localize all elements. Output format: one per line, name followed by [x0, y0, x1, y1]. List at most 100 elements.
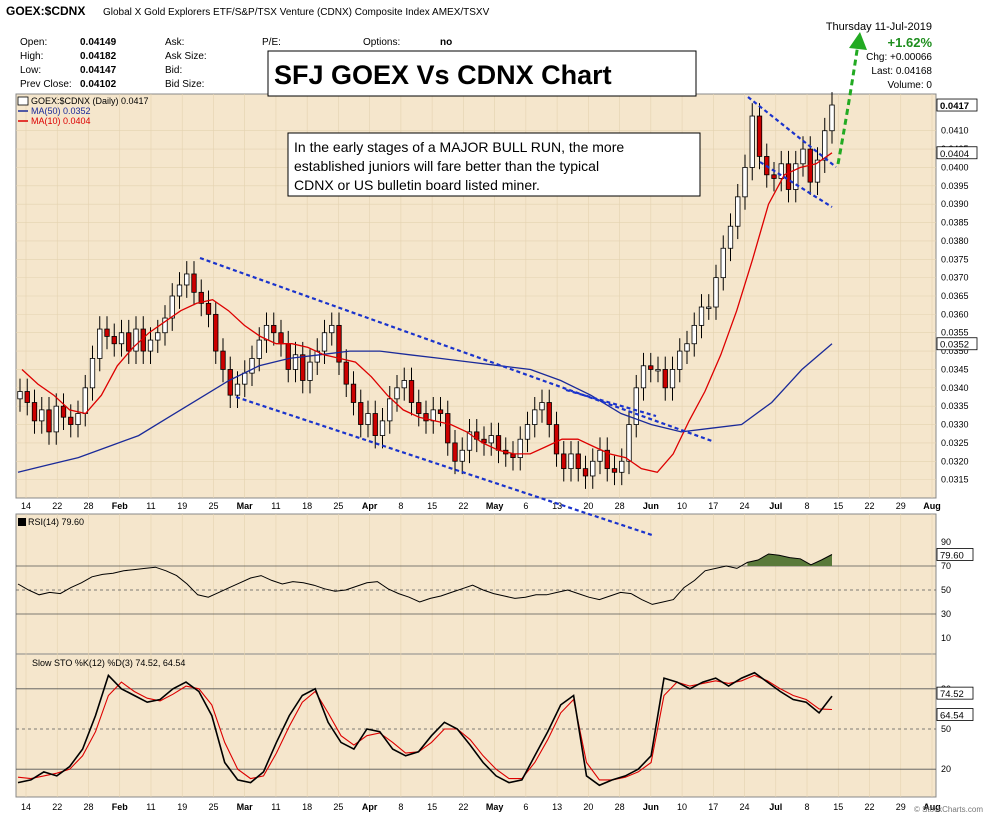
x-tick-label-top: 15 [833, 501, 843, 511]
callout-note-line-1: In the early stages of a MAJOR BULL RUN,… [294, 139, 624, 155]
candle-body [249, 358, 255, 374]
ma50-line [17, 343, 833, 473]
rsi-panel [15, 513, 937, 655]
rsi-y-tick: 70 [941, 561, 951, 571]
candle-body [568, 453, 574, 470]
breakout-arrow [836, 43, 860, 165]
candle-body [778, 163, 784, 179]
price-y-tick: 0.0370 [941, 273, 969, 283]
legend-ma50: MA(50) 0.0352 [31, 106, 91, 116]
price-tag-box [936, 146, 978, 160]
candle-body [307, 361, 313, 381]
rsi-tag-label: 79.60 [940, 550, 964, 561]
candle-body [829, 104, 835, 132]
candle-body [329, 324, 335, 334]
rsi-line [17, 553, 833, 605]
candle-body [205, 302, 212, 315]
candle-body [495, 435, 502, 451]
candle-body [793, 163, 799, 190]
candle-body [626, 424, 632, 462]
x-tick-label-top: Apr [362, 501, 378, 511]
candle-body [75, 413, 81, 425]
x-tick-label-bottom: Jul [769, 802, 782, 812]
sto-tag-label: 74.52 [940, 689, 964, 700]
candle-body [640, 365, 647, 389]
price-y-tick: 0.0320 [941, 456, 969, 466]
price-y-tick: 0.0380 [941, 236, 969, 246]
candle-body [727, 225, 734, 249]
trendline [759, 161, 833, 208]
sto-k-line [17, 671, 833, 787]
price-y-tick: 0.0395 [941, 181, 969, 191]
candle-body [756, 115, 763, 157]
candle-body [735, 196, 741, 227]
x-tick-label-bottom: 14 [21, 802, 31, 812]
quote-volume: Volume: 0 [888, 80, 933, 91]
x-tick-label-top: Jun [643, 501, 659, 511]
candle-body [82, 387, 88, 414]
x-tick-label-top: 22 [52, 501, 62, 511]
x-tick-label-bottom: 25 [208, 802, 218, 812]
legend-ma10: MA(10) 0.0404 [31, 116, 91, 126]
candle-body [97, 328, 103, 359]
price-tag-label: 0.0352 [940, 340, 969, 351]
x-tick-label-bottom: 15 [833, 802, 843, 812]
x-tick-label-bottom: 6 [523, 802, 528, 812]
price-y-tick: 0.0400 [941, 162, 969, 172]
candle-body [575, 453, 581, 470]
candle-body [321, 332, 328, 352]
candle-body [655, 369, 661, 372]
candle-body [416, 402, 422, 414]
candle-body [459, 449, 465, 462]
x-tick-label-top: 6 [523, 501, 528, 511]
x-tick-label-top: 8 [805, 501, 810, 511]
price-y-tick: 0.0385 [941, 218, 969, 228]
legend-price-swatch [17, 96, 29, 106]
x-tick-label-bottom: 8 [805, 802, 810, 812]
candle-body [162, 317, 168, 334]
quote-label-options: Options: [363, 37, 400, 48]
x-tick-label-top: 28 [615, 501, 625, 511]
x-tick-label-bottom: Aug [923, 802, 941, 812]
candle-body [300, 354, 306, 381]
price-tag-box [936, 98, 978, 112]
callout-title-box [267, 50, 697, 97]
x-tick-label-bottom: 28 [83, 802, 93, 812]
quote-change-pct: +1.62% [888, 35, 933, 50]
quote-value-prev-close: 0.04102 [80, 79, 117, 90]
candle-body [698, 306, 705, 326]
candle-body [155, 332, 161, 341]
price-tag-label: 0.0417 [940, 101, 969, 112]
candle-body [611, 468, 618, 473]
price-y-tick: 0.0340 [941, 383, 969, 393]
quote-table: Open: 0.04149 High: 0.04182 Low: 0.04147… [20, 37, 452, 90]
candle-body [452, 442, 458, 462]
candle-body [372, 413, 378, 436]
x-tick-label-bottom: 13 [552, 802, 562, 812]
price-tag-box [936, 337, 978, 351]
x-tick-label-bottom: 24 [740, 802, 750, 812]
x-tick-label-top: 8 [398, 501, 403, 511]
candle-body [590, 460, 596, 477]
candle-body [89, 358, 96, 389]
x-tick-label-top: 22 [458, 501, 468, 511]
legend-stochastic: Slow STO %K(12) %D(3) 74.52, 64.54 [32, 658, 185, 668]
quote-value-high: 0.04182 [80, 51, 117, 62]
sto-y-tick: 50 [941, 724, 951, 734]
x-tick-label-bottom: 19 [177, 802, 187, 812]
x-tick-label-top: 15 [427, 501, 437, 511]
sto-tag-box [936, 686, 974, 700]
candle-body [466, 431, 473, 451]
candle-body [133, 328, 139, 352]
price-y-tick: 0.0345 [941, 364, 969, 374]
candle-body [169, 295, 175, 319]
breakout-arrowhead [849, 32, 867, 50]
x-tick-label-bottom: 10 [677, 802, 687, 812]
candle-body [271, 324, 277, 334]
quote-label-prev-close: Prev Close: [20, 79, 72, 90]
candle-body [285, 343, 291, 370]
candle-body [546, 402, 552, 425]
callout-note-box [287, 132, 701, 197]
candle-body [553, 424, 560, 455]
sto-tag-label: 64.54 [940, 711, 964, 722]
